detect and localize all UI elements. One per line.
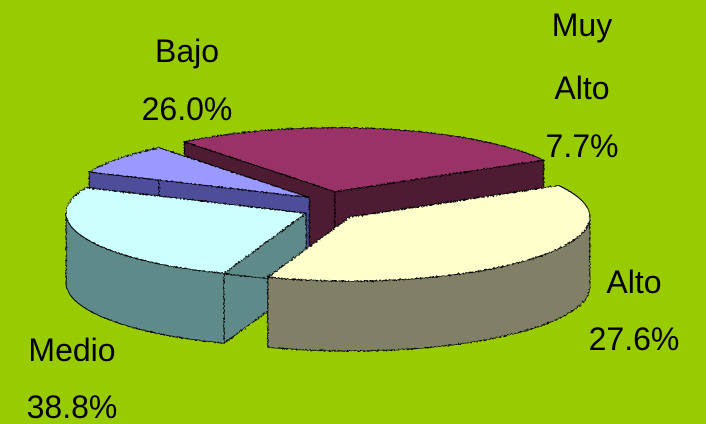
slice-top-alto	[184, 127, 545, 193]
label-medio: Medio	[28, 332, 115, 368]
label-bajo: Bajo	[155, 33, 219, 69]
label-alto: Alto	[606, 264, 661, 300]
pie-slices	[65, 127, 591, 352]
value-label-alto: 27.6%	[589, 321, 680, 357]
slice-top-bajo	[65, 187, 307, 274]
slice-bajo	[65, 187, 307, 344]
value-label-bajo: 26.0%	[142, 91, 233, 127]
label-muy-alto-line2: Alto	[554, 70, 609, 106]
slice-medio	[267, 185, 591, 352]
value-label-medio: 38.8%	[27, 389, 118, 424]
value-label-muy-alto: 7.7%	[546, 128, 619, 164]
slice-top-muy-alto	[88, 147, 310, 198]
slice-top-medio	[267, 185, 591, 282]
label-muy-alto-line1: Muy	[552, 7, 612, 43]
